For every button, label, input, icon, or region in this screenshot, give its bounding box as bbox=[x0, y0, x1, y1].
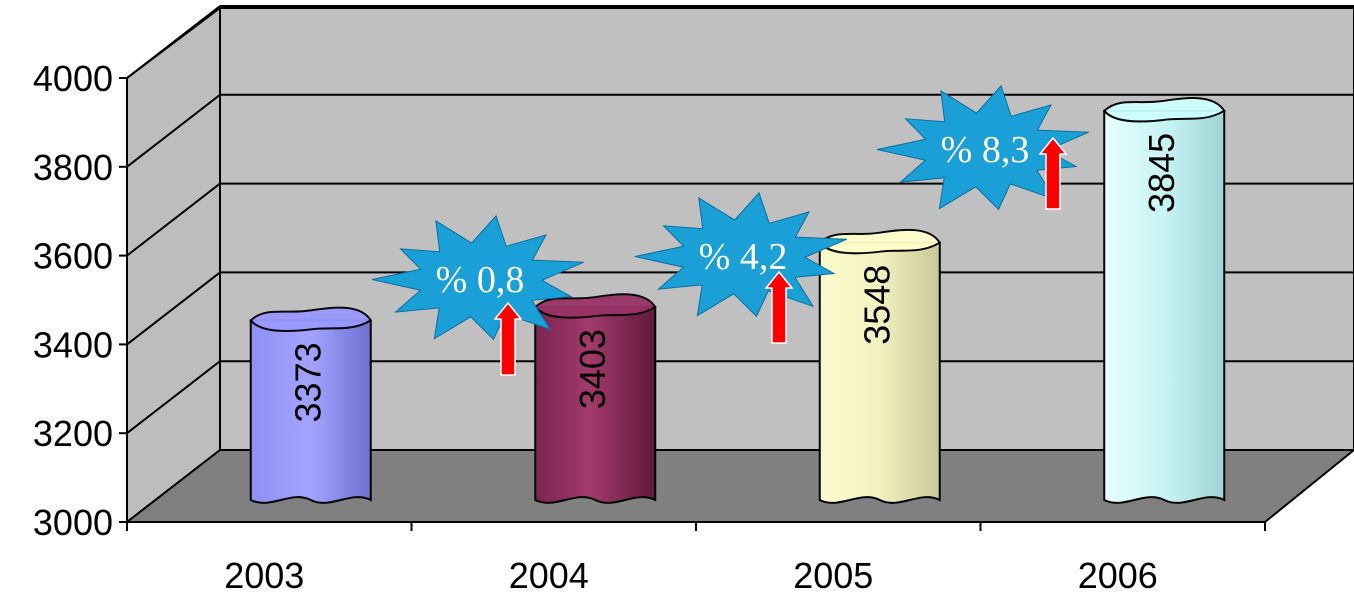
bar-value-label: 3403 bbox=[572, 329, 613, 409]
bar-2004: 3403 bbox=[533, 293, 657, 504]
bar-2005: 3548 bbox=[818, 228, 942, 504]
x-axis: 2003 2004 2005 2006 bbox=[126, 521, 1266, 595]
growth-annotations: % 0,8 % 4,2 % 8,3 bbox=[371, 84, 1089, 376]
x-tick-label: 2006 bbox=[1078, 555, 1158, 595]
x-tick-label: 2005 bbox=[793, 555, 873, 595]
y-tick-label: 3400 bbox=[33, 324, 113, 365]
bar-value-label: 3845 bbox=[1141, 133, 1182, 213]
starburst-shape bbox=[634, 191, 847, 318]
starburst-shape bbox=[876, 84, 1089, 211]
gridline-depth bbox=[126, 360, 221, 434]
x-tick-label: 2004 bbox=[509, 555, 589, 595]
bar-value-label: 3373 bbox=[288, 342, 329, 422]
up-arrow-icon bbox=[764, 270, 794, 344]
bar-top-cap bbox=[533, 293, 657, 319]
growth-percent-label: % 8,3 bbox=[941, 129, 1030, 171]
growth-annotation: % 8,3 bbox=[876, 84, 1089, 211]
bar-value-label: 3548 bbox=[857, 265, 898, 345]
bar-body bbox=[534, 306, 657, 504]
y-axis: 3000 3200 3400 3600 3800 4000 bbox=[33, 58, 128, 543]
up-arrow-icon bbox=[493, 301, 523, 376]
gridline-depth bbox=[126, 5, 221, 79]
y-tick-label: 3200 bbox=[33, 413, 113, 454]
bar-top-cap bbox=[249, 306, 373, 333]
bar-top-cap bbox=[818, 228, 942, 255]
up-arrow-icon bbox=[1038, 136, 1068, 210]
growth-annotation: % 0,8 bbox=[371, 214, 584, 376]
y-tick-label: 3000 bbox=[33, 502, 113, 543]
bar-2006: 3845 bbox=[1102, 97, 1226, 504]
gridline-depth bbox=[126, 94, 221, 168]
y-tick-label: 4000 bbox=[33, 58, 113, 99]
bar-body bbox=[1103, 109, 1226, 504]
chart-side-wall bbox=[126, 5, 221, 525]
bars: 3373 3403 3548 3845 bbox=[249, 97, 1226, 504]
growth-percent-label: % 4,2 bbox=[699, 236, 788, 278]
y-tick-label: 3800 bbox=[33, 147, 113, 188]
gridline-depth bbox=[126, 182, 221, 257]
growth-percent-label: % 0,8 bbox=[436, 259, 525, 301]
x-tick-label: 2003 bbox=[224, 555, 304, 595]
gridline-depth bbox=[126, 271, 221, 346]
y-tick-label: 3600 bbox=[33, 236, 113, 277]
bar-2003: 3373 bbox=[249, 306, 373, 504]
bar-top-cap bbox=[1102, 97, 1226, 123]
growth-annotation: % 4,2 bbox=[634, 191, 847, 344]
starburst-shape bbox=[371, 214, 584, 341]
bar-body bbox=[249, 319, 372, 504]
bar-body bbox=[818, 241, 941, 504]
